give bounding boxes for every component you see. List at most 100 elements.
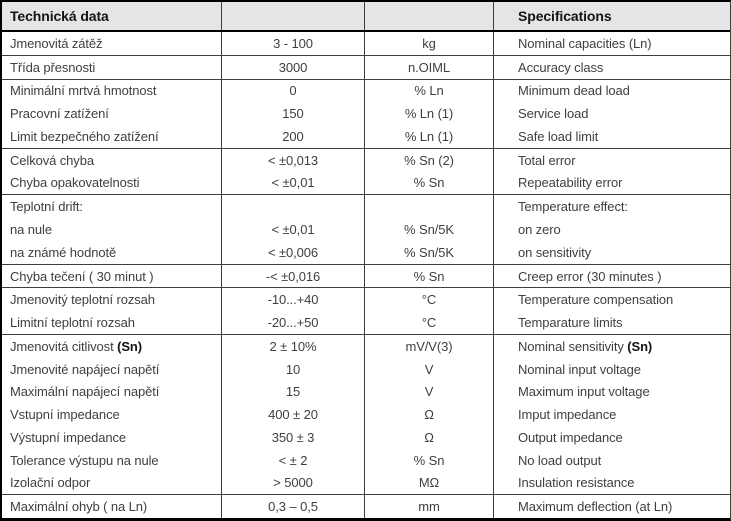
unit-text: V [424, 361, 434, 377]
czech-label: Jmenovitá citlivost [10, 338, 118, 354]
czech-label: Pracovní zatížení [10, 106, 109, 122]
value-text: 15 [285, 384, 301, 400]
table-header-row: Technická data Specifications [2, 2, 730, 32]
english-label: Accuracy class [518, 59, 604, 75]
czech-label: Maximální napájecí napětí [10, 384, 160, 400]
table-row: na nule < ±0,01 % Sn/5K on zero [2, 218, 730, 241]
table-row: Tolerance výstupu na nule < ± 2 % Sn No … [2, 448, 730, 472]
value-cell: 3 - 100 [222, 32, 365, 55]
unit-text: °C [421, 315, 437, 331]
unit-text: % Ln (1) [404, 128, 454, 144]
unit-text: % Ln (1) [404, 106, 454, 122]
value-text: < ±0,01 [271, 175, 315, 191]
table-row: Teplotní drift: Temperature effect: [2, 195, 730, 219]
value-cell: -< ±0,016 [222, 264, 365, 288]
czech-label: Izolační odpor [10, 475, 91, 491]
english-label-cell: Maximum deflection (at Ln) [494, 495, 730, 518]
czech-label-cell: na nule [2, 218, 222, 241]
czech-label: Limitní teplotní rozsah [10, 315, 135, 331]
value-cell: 0 [222, 79, 365, 103]
czech-label-cell: Celková chyba [2, 148, 222, 172]
unit-cell: °C [365, 288, 494, 312]
value-cell: 400 ± 20 [222, 403, 365, 427]
english-label-bold: (Sn) [627, 338, 653, 354]
unit-text: Ω [424, 407, 434, 423]
unit-text: V [424, 384, 434, 400]
table-row: Pracovní zatížení 150 % Ln (1) Service l… [2, 102, 730, 126]
value-cell: 200 [222, 125, 365, 148]
czech-label: Minimální mrtvá hmotnost [10, 83, 157, 99]
table-row: Jmenovitý teplotní rozsah -10...+40 °C T… [2, 288, 730, 312]
unit-text: MΩ [418, 475, 440, 491]
value-cell: 150 [222, 102, 365, 126]
unit-text: mm [418, 499, 440, 515]
value-text: -20...+50 [267, 315, 319, 331]
czech-label-cell: Teplotní drift: [2, 195, 222, 219]
unit-text: % Sn [413, 175, 445, 191]
unit-cell: V [365, 380, 494, 404]
english-label-cell: Creep error (30 minutes ) [494, 265, 730, 288]
english-label-cell: Total error [494, 149, 730, 172]
czech-label-cell: Minimální mrtvá hmotnost [2, 79, 222, 103]
value-cell: > 5000 [222, 471, 365, 495]
unit-cell: V [365, 357, 494, 381]
value-text: -10...+40 [267, 292, 319, 308]
value-text: 2 ± 10% [269, 338, 317, 354]
english-label-cell: Repeatability error [494, 172, 730, 195]
czech-label: Chyba opakovatelnosti [10, 175, 140, 191]
english-label-cell: Insulation resistance [494, 472, 730, 495]
czech-label: Maximální ohyb ( na Ln) [10, 499, 148, 515]
value-text: 200 [282, 128, 304, 144]
czech-label-cell: Jmenovitá zátěž [2, 32, 222, 55]
english-label: Imput impedance [518, 407, 617, 423]
czech-label: na známé hodnotě [10, 244, 117, 260]
unit-text: % Sn/5K [404, 222, 454, 237]
unit-cell: mm [365, 495, 494, 519]
english-label: Creep error (30 minutes ) [518, 268, 662, 284]
unit-text: % Sn (2) [404, 152, 454, 168]
value-cell: -10...+40 [222, 288, 365, 312]
value-cell: -20...+50 [222, 311, 365, 334]
table-row: Třída přesnosti 3000 n.OIML Accuracy cla… [2, 55, 730, 80]
english-label-cell: Minimum dead load [494, 80, 730, 103]
english-label: Maximum input voltage [518, 384, 650, 400]
unit-cell [365, 195, 494, 219]
table-row: Vstupní impedance 400 ± 20 Ω Imput imped… [2, 403, 730, 427]
value-text: < ±0,013 [267, 152, 319, 168]
czech-label: Jmenovité napájecí napětí [10, 361, 160, 377]
english-label-cell: Imput impedance [494, 403, 730, 426]
value-text: < ± 2 [278, 452, 308, 468]
english-label: Total error [518, 152, 576, 168]
czech-label: Celková chyba [10, 152, 94, 168]
english-label-cell: Safe load limit [494, 125, 730, 148]
unit-text: % Sn/5K [404, 244, 454, 260]
value-text: < ±0,01 [271, 222, 315, 237]
header-english-title: Specifications [518, 8, 612, 24]
english-label-cell: Temperature compensation [494, 288, 730, 311]
english-label: Repeatability error [518, 175, 623, 191]
czech-label: Jmenovitá zátěž [10, 35, 103, 51]
table-row: Minimální mrtvá hmotnost 0 % Ln Minimum … [2, 79, 730, 103]
unit-text: % Sn [413, 452, 445, 468]
value-cell: < ±0,01 [222, 171, 365, 195]
english-label-cell: Temperature effect: [494, 195, 730, 218]
czech-label-cell: Třída přesnosti [2, 55, 222, 79]
english-label: Nominal input voltage [518, 361, 641, 377]
english-label: Output impedance [518, 429, 623, 445]
czech-label: Chyba tečení ( 30 minut ) [10, 268, 154, 284]
czech-label-cell: Pracovní zatížení [2, 102, 222, 126]
czech-label-cell: Chyba tečení ( 30 minut ) [2, 264, 222, 288]
czech-label-cell: Maximální napájecí napětí [2, 380, 222, 404]
czech-label-cell: Jmenovitá citlivost (Sn) [2, 334, 222, 358]
czech-label-cell: Limit bezpečného zatížení [2, 125, 222, 148]
unit-text: % Ln [414, 83, 444, 99]
value-text: 400 ± 20 [268, 407, 318, 423]
value-text: > 5000 [273, 475, 313, 491]
czech-label: Tolerance výstupu na nule [10, 452, 159, 468]
value-text: 150 [282, 106, 304, 122]
unit-text: °C [421, 292, 437, 308]
czech-label-cell: Tolerance výstupu na nule [2, 448, 222, 472]
table-row: Jmenovité napájecí napětí 10 V Nominal i… [2, 357, 730, 381]
czech-label: Výstupní impedance [10, 429, 126, 445]
header-value-cell [222, 2, 365, 30]
